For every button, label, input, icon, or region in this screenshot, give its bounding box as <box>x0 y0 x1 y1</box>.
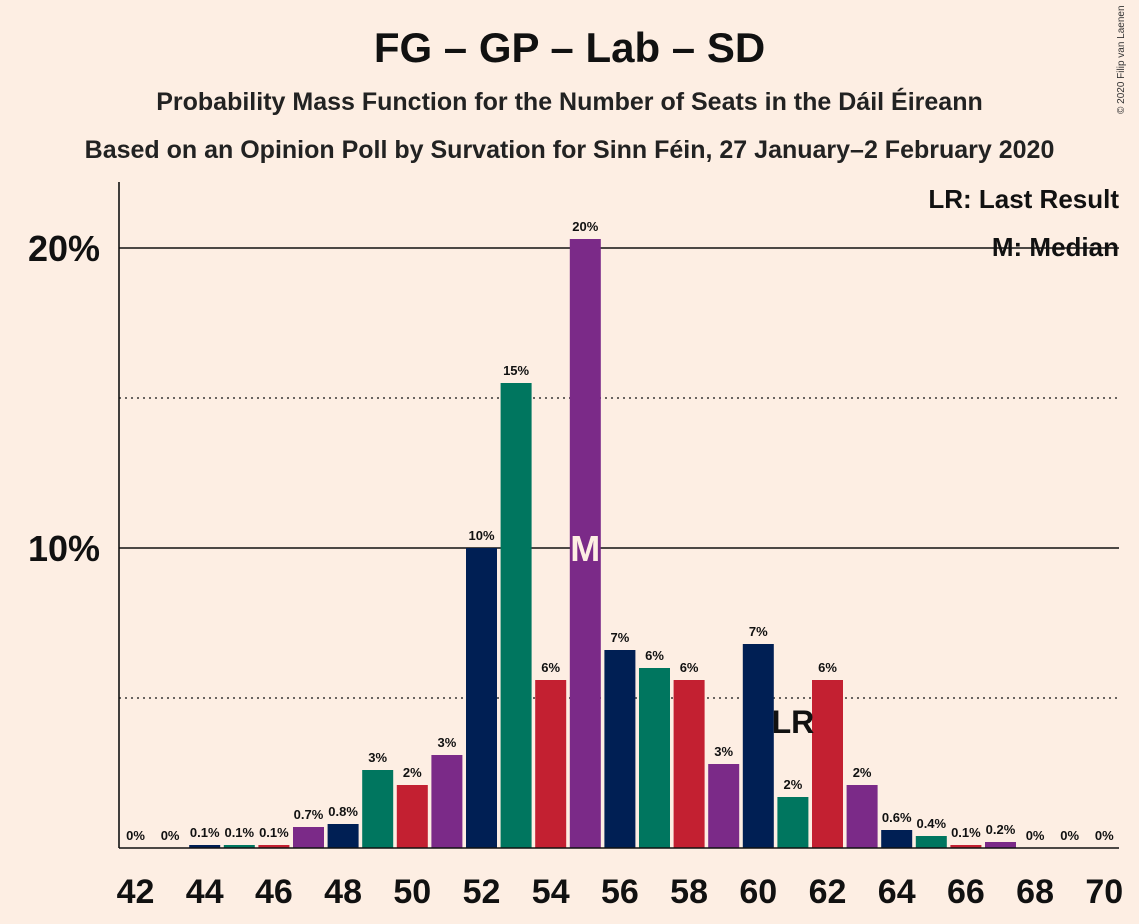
bar-value-label: 3% <box>438 735 457 750</box>
x-tick-label: 58 <box>670 873 708 911</box>
bar-seats-49 <box>362 770 394 848</box>
bar-seats-51 <box>431 755 463 848</box>
bar-seats-53 <box>500 383 532 848</box>
x-tick-label: 56 <box>601 873 639 911</box>
y-tick-label: 10% <box>28 528 100 569</box>
bar-value-label: 3% <box>714 744 733 759</box>
x-tick-label: 70 <box>1085 873 1123 911</box>
bar-seats-52 <box>466 548 497 848</box>
bar-seats-66 <box>950 845 982 848</box>
chart-source-note: Based on an Opinion Poll by Survation fo… <box>84 136 1055 164</box>
x-tick-label: 62 <box>809 873 847 911</box>
bar-seats-50 <box>396 785 428 848</box>
bar-value-label: 6% <box>680 660 699 675</box>
bar-value-label: 0% <box>1026 828 1045 843</box>
bar-seats-64 <box>881 830 913 848</box>
median-marker: M <box>570 528 600 569</box>
bar-value-label: 0.7% <box>294 807 324 822</box>
x-tick-label: 46 <box>255 873 293 911</box>
bar-value-label: 0.8% <box>328 804 358 819</box>
bar-seats-67 <box>985 842 1016 848</box>
bar-value-label: 0.1% <box>951 825 981 840</box>
bar-seats-57 <box>639 668 670 848</box>
bar-seats-55 <box>569 239 601 848</box>
bar-seats-62 <box>812 680 843 848</box>
bar-seats-61 <box>777 797 809 848</box>
legend-last-result: LR: Last Result <box>928 184 1119 214</box>
bar-seats-65 <box>915 836 947 848</box>
bar-seats-58 <box>673 680 705 848</box>
bar-value-label: 0.1% <box>259 825 289 840</box>
bar-seats-46 <box>258 845 290 848</box>
bar-value-label: 0% <box>126 828 145 843</box>
x-tick-label: 42 <box>117 873 155 911</box>
x-tick-label: 68 <box>1016 873 1054 911</box>
bar-seats-45 <box>223 845 255 848</box>
chart-subtitle: Probability Mass Function for the Number… <box>156 88 983 116</box>
x-tick-label: 54 <box>532 873 570 911</box>
bar-value-label: 0.6% <box>882 810 912 825</box>
bar-seats-60 <box>742 644 774 848</box>
chart-title: FG – GP – Lab – SD <box>373 24 766 71</box>
bar-value-label: 0% <box>161 828 180 843</box>
bar-value-label: 6% <box>645 648 664 663</box>
bar-value-label: 10% <box>468 528 494 543</box>
bar-value-label: 2% <box>403 765 422 780</box>
bar-value-label: 6% <box>541 660 560 675</box>
x-tick-label: 52 <box>463 873 501 911</box>
x-tick-label: 48 <box>324 873 362 911</box>
bar-seats-44 <box>189 845 221 848</box>
bar-seats-63 <box>846 785 878 848</box>
bar-value-label: 20% <box>572 219 598 234</box>
x-tick-label: 60 <box>739 873 777 911</box>
x-tick-label: 66 <box>947 873 985 911</box>
bar-value-label: 2% <box>853 765 872 780</box>
bar-value-label: 7% <box>611 630 630 645</box>
bar-value-label: 0% <box>1060 828 1079 843</box>
bar-value-label: 6% <box>818 660 837 675</box>
legend-median: M: Median <box>991 232 1119 262</box>
bar-seats-47 <box>293 827 324 848</box>
bar-value-label: 3% <box>368 750 387 765</box>
bar-value-label: 0.4% <box>916 816 946 831</box>
bar-value-label: 0.1% <box>224 825 254 840</box>
x-tick-label: 64 <box>878 873 916 911</box>
bar-seats-54 <box>535 680 567 848</box>
bar-seats-48 <box>327 824 359 848</box>
x-tick-label: 50 <box>393 873 431 911</box>
bar-value-label: 0.2% <box>986 822 1016 837</box>
bar-seats-56 <box>604 650 636 848</box>
y-tick-label: 20% <box>28 228 100 269</box>
bar-value-label: 0.1% <box>190 825 220 840</box>
bar-value-label: 7% <box>749 624 768 639</box>
bar-seats-59 <box>708 764 740 848</box>
bar-value-label: 2% <box>784 777 803 792</box>
last-result-marker: LR <box>772 704 815 740</box>
x-tick-label: 44 <box>186 873 224 911</box>
bar-value-label: 0% <box>1095 828 1114 843</box>
bar-value-label: 15% <box>503 363 529 378</box>
